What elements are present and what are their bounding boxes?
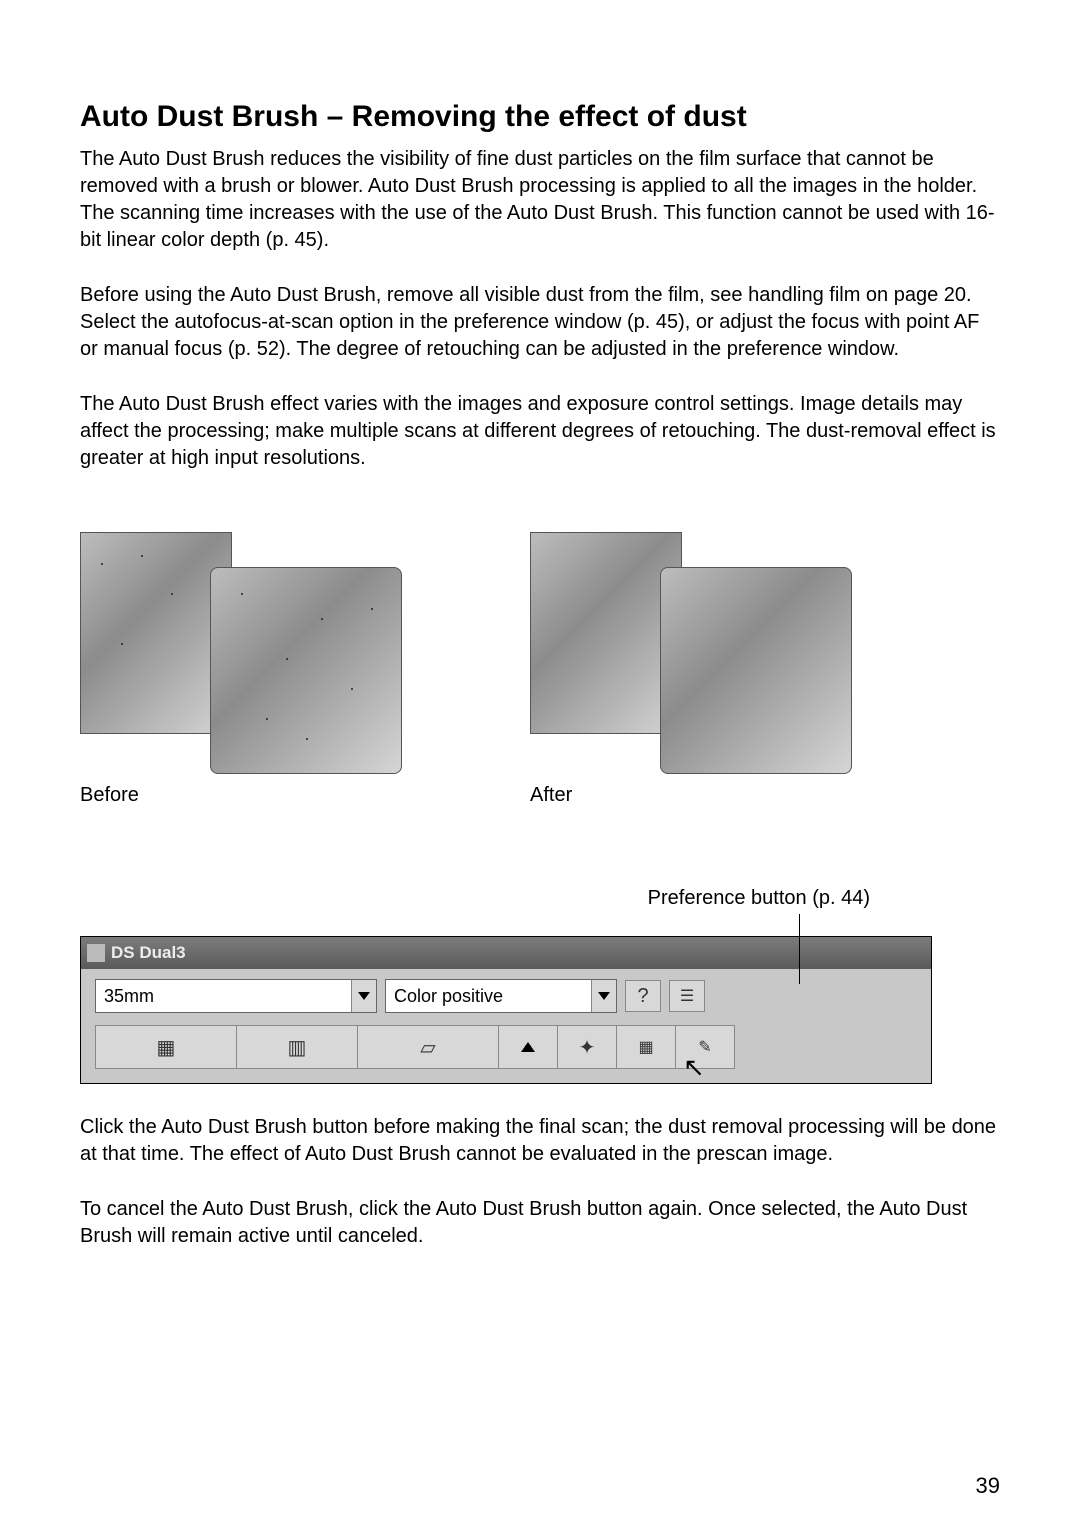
paragraph-2: Before using the Auto Dust Brush, remove…	[80, 282, 1000, 363]
thumbnail-icon: ▦	[638, 1037, 653, 1057]
index-scan-icon: ▦	[157, 1035, 176, 1060]
before-thumbnail-zoom	[210, 567, 402, 774]
dust-brush-icon: ✦	[579, 1035, 596, 1060]
after-caption: After	[530, 784, 830, 807]
before-caption: Before	[80, 784, 380, 807]
toolbar-row: ▦ ▥ ▱ ✦ ▦ ✎ ↖	[81, 1019, 931, 1083]
after-thumbnail-zoom	[660, 567, 852, 774]
preference-button[interactable]: ☰	[669, 980, 705, 1012]
thumbnail-view-button[interactable]: ▦	[617, 1025, 676, 1069]
scan-icon: ▱	[420, 1035, 435, 1060]
film-type-dropdown-button[interactable]	[591, 980, 616, 1012]
before-after-row: Before After	[80, 532, 1000, 807]
film-format-dropdown-button[interactable]	[351, 980, 376, 1012]
app-icon	[87, 944, 105, 962]
before-image-pair: Before	[80, 532, 380, 807]
paragraph-1: The Auto Dust Brush reduces the visibili…	[80, 146, 1000, 254]
film-format-select[interactable]: 35mm	[95, 979, 377, 1013]
scan-button[interactable]: ▱	[358, 1025, 499, 1069]
window-titlebar: DS Dual3	[81, 937, 931, 969]
paragraph-4: Click the Auto Dust Brush button before …	[80, 1114, 1000, 1168]
page-number: 39	[976, 1473, 1000, 1499]
film-type-select[interactable]: Color positive	[385, 979, 617, 1013]
help-button[interactable]: ?	[625, 980, 661, 1012]
chevron-down-icon	[598, 992, 610, 1000]
paragraph-3: The Auto Dust Brush effect varies with t…	[80, 391, 1000, 472]
preference-callout-line	[80, 914, 1000, 934]
help-icon: ?	[637, 985, 648, 1008]
after-image-pair: After	[530, 532, 830, 807]
section-heading: Auto Dust Brush – Removing the effect of…	[80, 100, 1000, 134]
eject-button[interactable]	[499, 1025, 558, 1069]
prescan-icon: ▥	[288, 1035, 307, 1060]
preference-callout-label: Preference button (p. 44)	[80, 887, 870, 910]
film-type-value: Color positive	[386, 986, 591, 1007]
film-format-value: 35mm	[96, 986, 351, 1007]
scanner-window: DS Dual3 35mm Color positive ? ☰	[80, 936, 932, 1084]
window-title-text: DS Dual3	[111, 943, 186, 963]
auto-dust-brush-button[interactable]: ✦	[558, 1025, 617, 1069]
chevron-down-icon	[358, 992, 370, 1000]
cursor-arrow-icon: ↖	[683, 1052, 705, 1083]
settings-row: 35mm Color positive ? ☰	[81, 969, 931, 1019]
prescan-button[interactable]: ▥	[237, 1025, 358, 1069]
index-scan-button[interactable]: ▦	[95, 1025, 237, 1069]
preferences-icon: ☰	[680, 986, 694, 1006]
eject-icon	[521, 1042, 535, 1052]
paragraph-5: To cancel the Auto Dust Brush, click the…	[80, 1196, 1000, 1250]
